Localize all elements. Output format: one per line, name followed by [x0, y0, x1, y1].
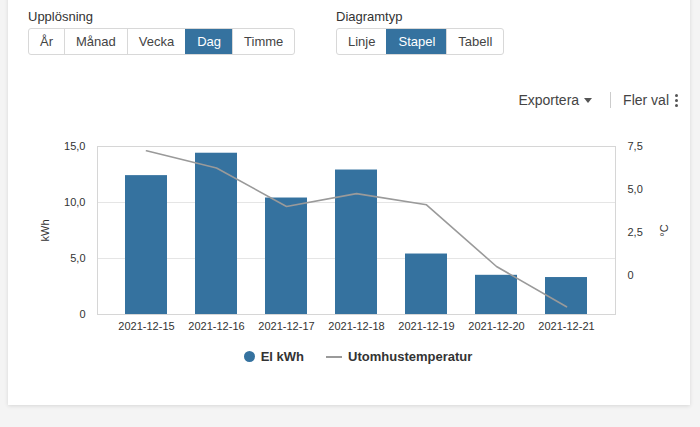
- svg-text:5,0: 5,0: [628, 183, 643, 195]
- svg-text:7,5: 7,5: [628, 140, 643, 152]
- svg-text:0: 0: [628, 269, 634, 281]
- svg-text:2021-12-21: 2021-12-21: [538, 320, 594, 332]
- svg-text:2021-12-15: 2021-12-15: [118, 320, 174, 332]
- html-text:Utomhustemperatur: Utomhustemperatur: [348, 349, 473, 364]
- html-text:Dag: Dag: [197, 34, 221, 49]
- svg-text:kWh: kWh: [39, 220, 51, 242]
- svg-text:2021-12-17: 2021-12-17: [258, 320, 314, 332]
- html-text:Tabell: Tabell: [458, 34, 493, 49]
- svg-text:°C: °C: [658, 224, 670, 236]
- html-text:El kWh: El kWh: [260, 349, 304, 364]
- html-text:Linje: Linje: [348, 34, 376, 49]
- html-text:Upplösning: Upplösning: [28, 9, 93, 24]
- svg-text:0: 0: [79, 308, 85, 320]
- html-text:Diagramtyp: Diagramtyp: [336, 9, 403, 24]
- svg-text:10,0: 10,0: [64, 196, 85, 208]
- html-text:År: År: [40, 34, 53, 49]
- svg-text:15,0: 15,0: [64, 140, 85, 152]
- svg-text:2021-12-20: 2021-12-20: [468, 320, 524, 332]
- svg-text:2021-12-16: 2021-12-16: [188, 320, 244, 332]
- html-text:Vecka: Vecka: [138, 34, 175, 49]
- html-text:Exportera: Exportera: [518, 92, 580, 108]
- svg-text:2021-12-19: 2021-12-19: [398, 320, 454, 332]
- html-text:Stapel: Stapel: [398, 34, 436, 49]
- svg-text:2021-12-18: 2021-12-18: [328, 320, 384, 332]
- html-text:Fler val: Fler val: [623, 92, 669, 108]
- html-text:Månad: Månad: [76, 34, 116, 49]
- html-text:Timme: Timme: [244, 34, 284, 49]
- svg-text:2,5: 2,5: [628, 226, 643, 238]
- svg-text:5,0: 5,0: [70, 252, 85, 264]
